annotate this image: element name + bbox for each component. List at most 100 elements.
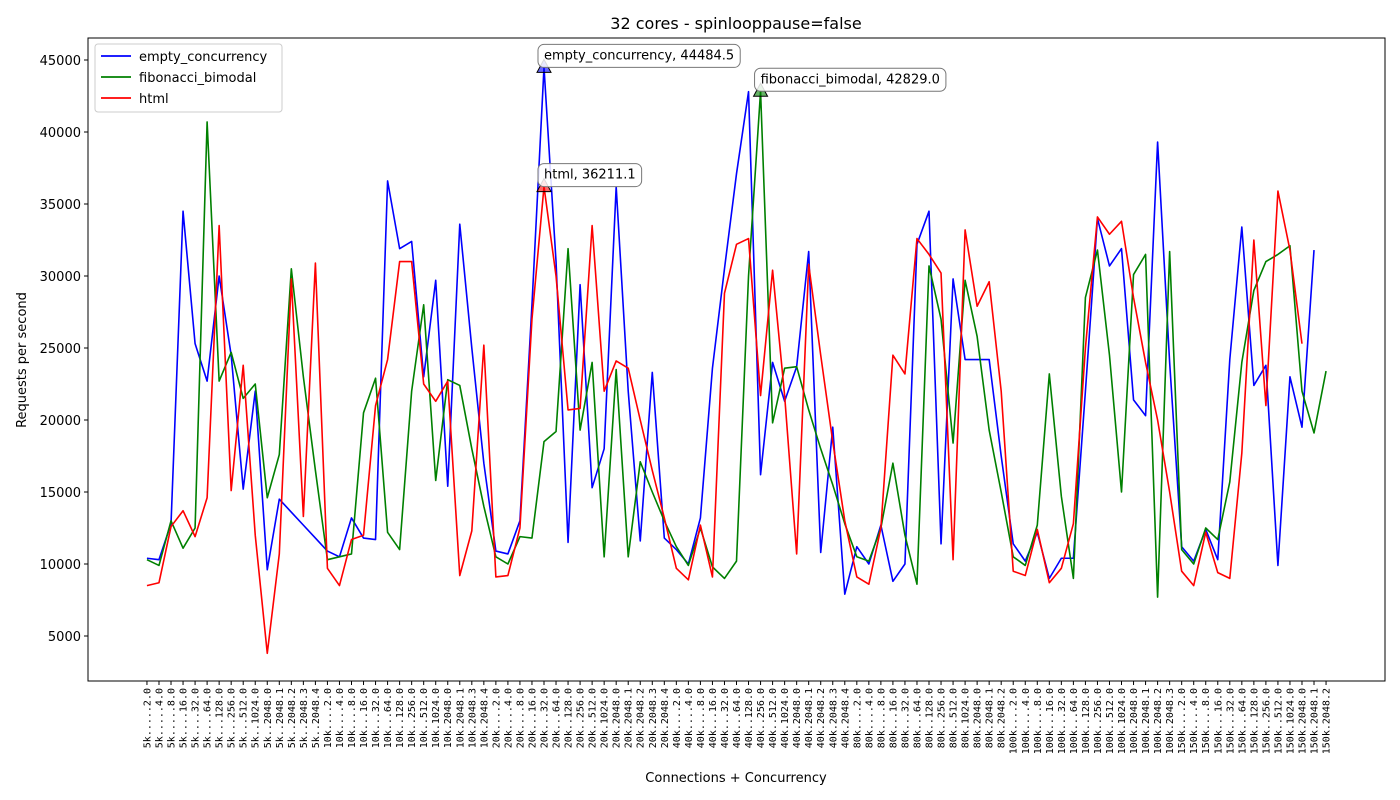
x-tick-label: 80k.2048.2	[997, 688, 1008, 748]
x-tick-label: 20k...64.0	[552, 688, 563, 748]
x-tick-label: 10k.1024.0	[431, 688, 442, 748]
annotation: html, 36211.1	[537, 163, 643, 188]
x-tick-label: 100k....4.0	[1021, 688, 1032, 754]
annotation-box	[537, 43, 741, 68]
x-tick-label: 10k...32.0	[371, 688, 382, 748]
x-tick-label: 10k.2048.3	[467, 688, 478, 748]
series-line	[146, 185, 1303, 655]
x-tick-label: 150k...64.0	[1237, 688, 1248, 754]
x-tick-label: 20k.2048.2	[636, 688, 647, 748]
x-tick-label: 100k.2048.0	[1129, 688, 1140, 754]
x-tick-label: 20k..256.0	[576, 688, 587, 748]
x-tick-label: 80k...32.0	[900, 688, 911, 748]
x-tick-label: 80k...64.0	[912, 688, 923, 748]
x-tick-label: 150k...16.0	[1213, 688, 1224, 754]
x-tick-label: 20k.2048.0	[612, 688, 623, 748]
x-tick-label: 100k..512.0	[1105, 688, 1116, 754]
x-tick-label: 5k..2048.1	[275, 688, 286, 748]
y-tick-label: 25000	[40, 342, 81, 357]
x-tick-label: 100k....8.0	[1033, 688, 1044, 754]
legend-label: fibonacci_bimodal	[139, 71, 256, 86]
x-tick-label: 80k.2048.0	[973, 688, 984, 748]
x-tick-label: 10k.2048.0	[443, 688, 454, 748]
x-tick-label: 10k.2048.1	[455, 688, 466, 748]
y-tick-label: 20000	[40, 414, 81, 429]
x-tick-label: 10k..128.0	[395, 688, 406, 748]
x-tick-label: 80k.1024.0	[961, 688, 972, 748]
x-tick-label: 10k...64.0	[383, 688, 394, 748]
annotation-text: fibonacci_bimodal, 42829.0	[761, 72, 940, 87]
x-tick-label: 80k....4.0	[864, 688, 875, 748]
x-tick-label: 20k..512.0	[588, 688, 599, 748]
legend-label: empty_concurrency	[139, 50, 267, 65]
x-tick-label: 80k.2048.1	[985, 688, 996, 748]
x-tick-label: 100k.1024.0	[1117, 688, 1128, 754]
x-tick-label: 150k.1024.0	[1285, 688, 1296, 754]
annotation-box	[537, 163, 643, 188]
x-tick-label: 40k.2048.4	[840, 688, 851, 748]
x-tick-label: 5k.....4.0	[154, 688, 165, 748]
x-tick-label: 100k..128.0	[1081, 688, 1092, 754]
x-tick-label: 5k.....8.0	[167, 688, 178, 748]
x-tick-label: 150k..512.0	[1273, 688, 1284, 754]
x-tick-label: 20k.1024.0	[600, 688, 611, 748]
x-tick-label: 5k..1024.0	[251, 688, 262, 748]
x-tick-label: 5k...256.0	[227, 688, 238, 748]
x-tick-label: 150k...32.0	[1225, 688, 1236, 754]
x-tick-label: 40k..256.0	[756, 688, 767, 748]
x-axis-label: Connections + Concurrency	[645, 771, 827, 786]
x-tick-label: 80k....8.0	[876, 688, 887, 748]
y-tick-label: 10000	[40, 558, 81, 573]
x-tick-label: 100k....2.0	[1009, 688, 1020, 754]
series-line	[146, 66, 1315, 596]
x-tick-label: 5k.....2.0	[142, 688, 153, 748]
x-tick-label: 20k....2.0	[491, 688, 502, 748]
series-line	[146, 90, 1327, 598]
x-tick-label: 5k....32.0	[191, 688, 202, 748]
x-tick-label: 150k..128.0	[1249, 688, 1260, 754]
y-tick-label: 5000	[48, 630, 81, 645]
x-tick-label: 10k.2048.4	[479, 688, 490, 748]
x-tick-label: 40k....2.0	[672, 688, 683, 748]
y-axis-label: Requests per second	[15, 292, 30, 428]
y-tick-label: 45000	[40, 54, 81, 69]
x-tick-label: 20k...32.0	[539, 688, 550, 748]
x-tick-label: 80k....2.0	[852, 688, 863, 748]
chart-title: 32 cores - spinlooppause=false	[610, 14, 861, 33]
x-tick-label: 10k..256.0	[407, 688, 418, 748]
x-tick-label: 20k.2048.3	[648, 688, 659, 748]
annotation-box	[754, 67, 947, 92]
y-tick-label: 30000	[40, 270, 81, 285]
x-tick-label: 10k....4.0	[335, 688, 346, 748]
x-tick-label: 80k...16.0	[888, 688, 899, 748]
x-tick-label: 150k....4.0	[1189, 688, 1200, 754]
x-tick-label: 10k....8.0	[347, 688, 358, 748]
x-tick-label: 10k....2.0	[323, 688, 334, 748]
x-tick-label: 40k..128.0	[744, 688, 755, 748]
x-tick-label: 40k...32.0	[720, 688, 731, 748]
x-tick-label: 80k..256.0	[937, 688, 948, 748]
legend-label: html	[139, 92, 169, 107]
x-tick-label: 5k..2048.0	[263, 688, 274, 748]
x-tick-label: 40k.2048.0	[792, 688, 803, 748]
annotation: empty_concurrency, 44484.5	[537, 43, 741, 68]
x-tick-label: 100k..256.0	[1093, 688, 1104, 754]
x-tick-label: 40k.1024.0	[780, 688, 791, 748]
x-tick-label: 40k..512.0	[768, 688, 779, 748]
annotation-text: html, 36211.1	[544, 168, 636, 183]
x-tick-label: 150k.2048.0	[1297, 688, 1308, 754]
x-tick-label: 150k....2.0	[1177, 688, 1188, 754]
x-tick-label: 10k...16.0	[359, 688, 370, 748]
x-tick-label: 20k..128.0	[564, 688, 575, 748]
x-tick-label: 150k.2048.1	[1310, 688, 1321, 754]
x-tick-label: 40k....8.0	[696, 688, 707, 748]
x-tick-label: 5k...128.0	[215, 688, 226, 748]
x-tick-label: 100k...64.0	[1069, 688, 1080, 754]
annotation: fibonacci_bimodal, 42829.0	[754, 67, 947, 92]
x-tick-label: 20k.2048.1	[624, 688, 635, 748]
x-tick-label: 40k.2048.3	[828, 688, 839, 748]
x-tick-label: 80k..512.0	[949, 688, 960, 748]
x-tick-label: 5k..2048.2	[287, 688, 298, 748]
x-tick-label: 150k....8.0	[1201, 688, 1212, 754]
